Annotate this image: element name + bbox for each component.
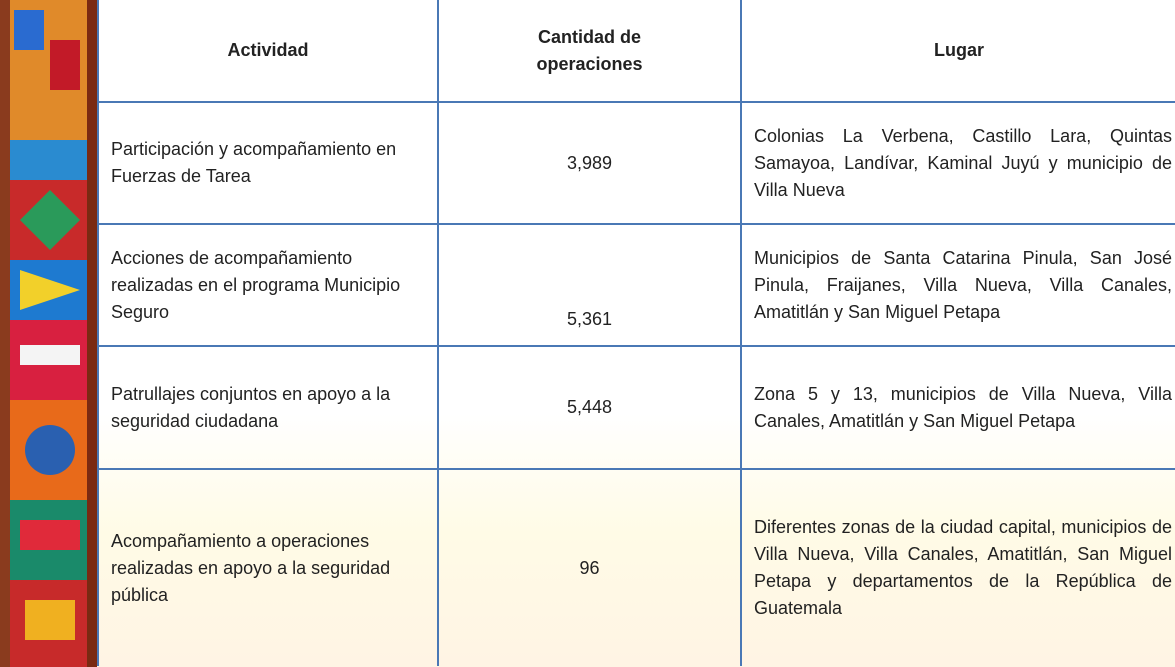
- place-cell: Zona 5 y 13, municipios de Villa Nueva, …: [740, 346, 1175, 470]
- count-cell: 5,448: [437, 346, 742, 470]
- place-cell: Diferentes zonas de la ciudad capital, m…: [740, 469, 1175, 666]
- textile-strip: [0, 0, 97, 667]
- header-cell: Lugar: [740, 0, 1175, 103]
- operations-table: Actividad Cantidad de operaciones Lugar …: [97, 0, 1175, 666]
- header-cell: Cantidad de operaciones: [437, 0, 742, 103]
- count-cell: 3,989: [437, 102, 742, 225]
- header-cell: Actividad: [97, 0, 439, 103]
- row: Participación y acompañamiento en Fuerza…: [97, 102, 1175, 225]
- place-cell: Colonias La Verbena, Castillo Lara, Quin…: [740, 102, 1175, 225]
- activity-cell: Acciones de acompañamiento realizadas en…: [97, 224, 439, 347]
- activity-cell: Participación y acompañamiento en Fuerza…: [97, 102, 439, 225]
- count-cell: 5,361: [437, 224, 742, 347]
- place-cell: Municipios de Santa Catarina Pinula, San…: [740, 224, 1175, 347]
- row: Acciones de acompañamiento realizadas en…: [97, 224, 1175, 347]
- row: Patrullajes conjuntos en apoyo a la segu…: [97, 346, 1175, 470]
- header-row: Actividad Cantidad de operaciones Lugar: [97, 0, 1175, 103]
- activity-cell: Patrullajes conjuntos en apoyo a la segu…: [97, 346, 439, 470]
- activity-cell: Acompañamiento a operaciones realizadas …: [97, 469, 439, 666]
- count-cell: 96: [437, 469, 742, 666]
- row: Acompañamiento a operaciones realizadas …: [97, 469, 1175, 666]
